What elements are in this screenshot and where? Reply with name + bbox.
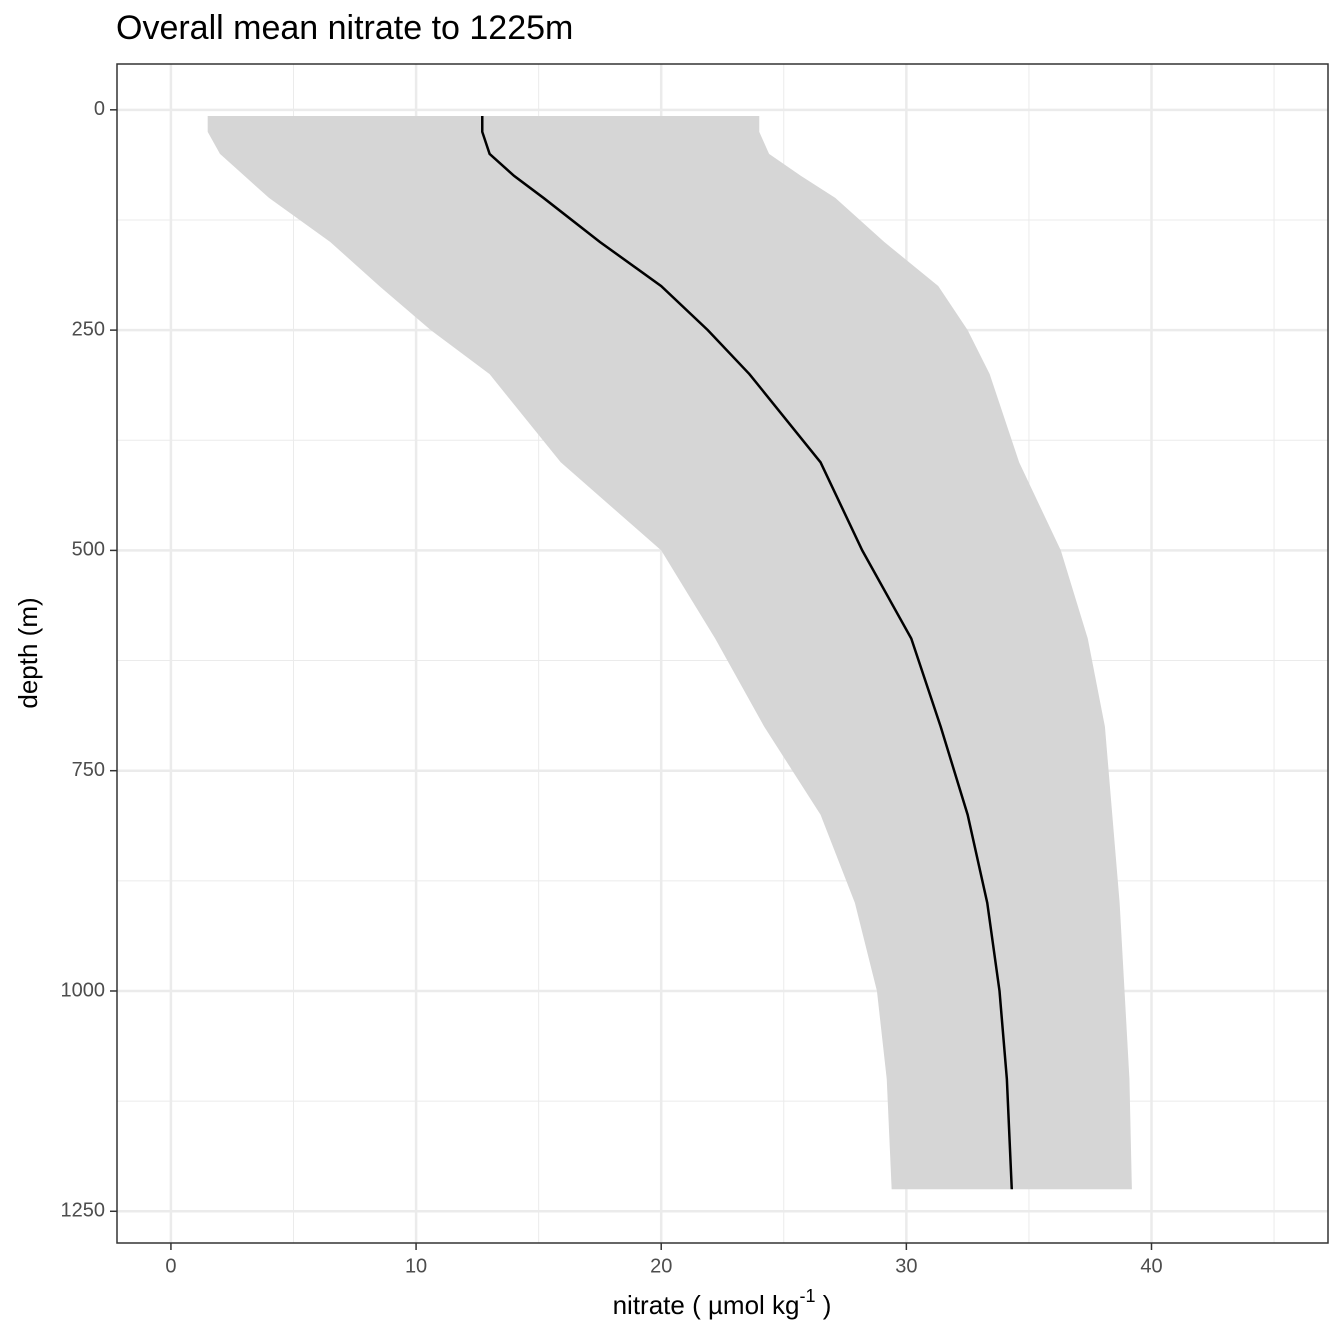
y-tick-label: 0 <box>94 98 105 120</box>
x-label-text: nitrate ( µmol kg <box>613 1290 800 1320</box>
x-axis-label: nitrate ( µmol kg-1 ) <box>613 1286 832 1320</box>
y-axis-label: depth (m) <box>13 597 43 708</box>
y-tick-label: 1250 <box>61 1200 106 1222</box>
x-label-superscript: -1 <box>800 1286 816 1306</box>
x-tick-label: 20 <box>650 1255 672 1277</box>
x-tick-label: 40 <box>1140 1255 1162 1277</box>
line <box>481 115 1014 1190</box>
y-tick-label: 750 <box>72 759 105 781</box>
chart-title: Overall mean nitrate to 1225m <box>116 9 573 47</box>
x-tick-label: 30 <box>895 1255 917 1277</box>
x-tick-label: 10 <box>405 1255 427 1277</box>
y-tick-label: 500 <box>72 539 105 561</box>
y-tick-label: 1000 <box>61 979 106 1001</box>
x-tick-label: 0 <box>165 1255 176 1277</box>
x-label-end: ) <box>816 1290 832 1320</box>
y-tick-label: 250 <box>72 318 105 340</box>
ribbon <box>207 115 1132 1190</box>
panel-border <box>116 63 1329 1244</box>
